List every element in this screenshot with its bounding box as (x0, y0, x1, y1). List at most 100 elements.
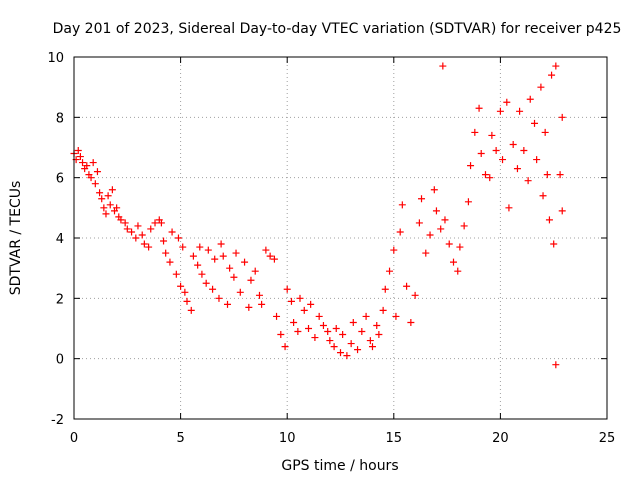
data-point (183, 297, 191, 305)
y-tick-label: 0 (56, 353, 64, 368)
data-point (475, 104, 483, 112)
data-point (177, 282, 185, 290)
data-point (362, 312, 370, 320)
data-point (211, 255, 219, 263)
data-point (294, 328, 302, 336)
data-point (358, 328, 366, 336)
data-point (552, 62, 560, 70)
data-point (392, 312, 400, 320)
data-point (241, 258, 249, 266)
data-point (151, 219, 159, 227)
data-point (217, 240, 225, 248)
data-point (258, 300, 266, 308)
data-point (166, 258, 174, 266)
grid-layer (74, 57, 607, 419)
data-point (157, 219, 165, 227)
data-point (505, 204, 513, 212)
data-point (533, 156, 541, 164)
data-point (232, 249, 240, 257)
data-point (106, 201, 114, 209)
data-point (386, 267, 394, 275)
data-point (134, 222, 142, 230)
data-point (349, 318, 357, 326)
data-point (366, 337, 374, 345)
data-point (160, 237, 168, 245)
data-point (311, 334, 319, 342)
data-point (300, 306, 308, 314)
y-tick-label: 10 (47, 51, 64, 66)
data-point (456, 243, 464, 251)
data-point (537, 83, 545, 91)
data-point (262, 246, 270, 254)
data-point (281, 343, 289, 351)
data-point (224, 300, 232, 308)
data-point (93, 168, 101, 176)
data-point (83, 162, 91, 170)
data-point (140, 240, 148, 248)
data-point (460, 222, 468, 230)
data-point (368, 343, 376, 351)
data-point (403, 282, 411, 290)
data-point (215, 294, 223, 302)
data-point (426, 231, 434, 239)
data-point (305, 325, 313, 332)
y-tick-label: 8 (56, 111, 64, 126)
x-tick-label: 5 (176, 431, 184, 446)
y-axis-label: SDTVAR / TECUs (8, 181, 24, 296)
chart-title: Day 201 of 2023, Sidereal Day-to-day VTE… (53, 21, 622, 37)
data-point (255, 291, 263, 299)
data-point (100, 204, 108, 212)
data-point (330, 343, 338, 351)
data-point (524, 177, 532, 185)
data-point (486, 174, 494, 182)
data-point (283, 285, 291, 293)
data-point (454, 267, 462, 275)
data-point (179, 243, 187, 251)
data-point (381, 285, 389, 293)
data-point (79, 159, 87, 167)
data-point (296, 294, 304, 302)
data-point (270, 255, 278, 263)
y-tick-label: -2 (51, 413, 64, 428)
data-point (187, 306, 195, 314)
data-point (418, 195, 426, 203)
data-point (147, 225, 155, 233)
data-point (477, 150, 485, 158)
x-tick-label: 15 (386, 431, 403, 446)
data-point (251, 267, 259, 275)
data-point (509, 140, 517, 148)
data-point (324, 328, 332, 336)
data-point (104, 192, 112, 200)
x-tick-label: 10 (279, 431, 296, 446)
data-point (543, 171, 551, 179)
data-point (245, 303, 253, 311)
ticks-layer: 0 5 10 15 20 25 -2 0 2 4 6 8 10 (47, 51, 615, 446)
data-point (273, 312, 281, 320)
data-point (526, 95, 534, 103)
data-point (128, 228, 136, 236)
data-point (503, 98, 511, 106)
data-point (247, 276, 255, 284)
data-point (558, 113, 566, 121)
data-point (145, 243, 153, 251)
data-point (307, 300, 315, 308)
data-point (123, 225, 131, 233)
data-point (539, 192, 547, 200)
data-point (219, 252, 227, 260)
data-point (337, 349, 344, 357)
data-point (209, 285, 217, 293)
y-tick-label: 4 (56, 232, 64, 247)
data-point (230, 273, 238, 281)
data-point (76, 153, 84, 161)
data-point (113, 204, 121, 212)
data-point (196, 243, 204, 251)
data-point (492, 147, 500, 155)
data-point (194, 261, 202, 269)
data-point (467, 162, 475, 170)
data-point (439, 62, 447, 70)
data-point (464, 198, 472, 206)
data-point (226, 264, 234, 272)
data-point (552, 361, 560, 369)
